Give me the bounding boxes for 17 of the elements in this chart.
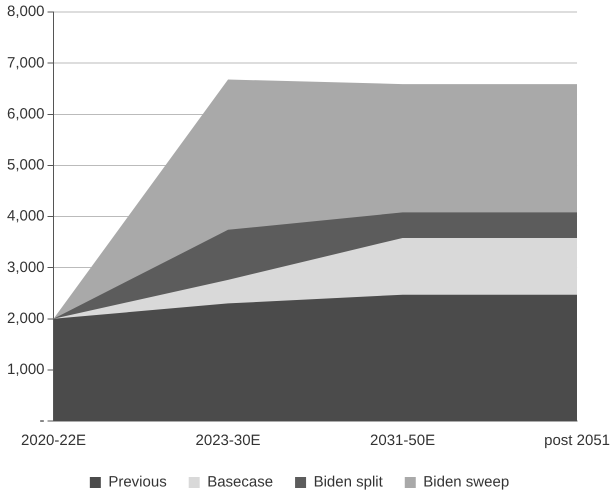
y-tick-label: - — [40, 412, 45, 430]
y-tick-label: 2,000 — [6, 310, 45, 327]
y-tick-label: 5,000 — [6, 156, 45, 174]
x-tick-label: 2023-30E — [196, 432, 261, 450]
legend-label: Previous — [108, 474, 167, 491]
x-tick-label: post 2051 — [544, 432, 610, 450]
x-tick-label: 2020-22E — [21, 432, 86, 450]
y-tick-label: 6,000 — [6, 105, 45, 122]
legend-label: Biden split — [314, 474, 384, 491]
y-tick-label: 7,000 — [6, 54, 45, 72]
y-tick-label: 4,000 — [6, 208, 45, 225]
y-tick-label: 8,000 — [6, 3, 45, 20]
y-tick-label: 3,000 — [6, 258, 45, 276]
x-tick-label: 2031-50E — [370, 432, 436, 450]
y-tick-label: 1,000 — [6, 361, 45, 378]
legend-label: Basecase — [207, 474, 274, 491]
legend-label: Biden sweep — [423, 474, 510, 491]
